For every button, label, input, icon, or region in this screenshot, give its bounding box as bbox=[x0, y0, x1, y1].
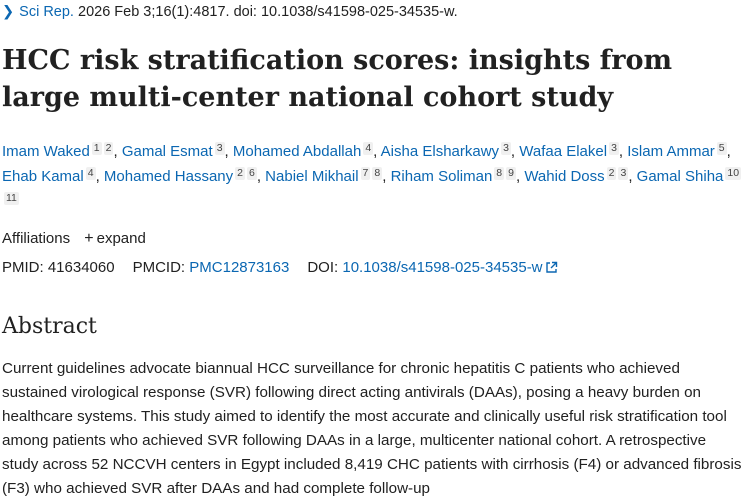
author-item: Mohamed Abdallah 4 bbox=[232, 142, 374, 160]
author-item: Ehab Kamal 4 bbox=[2, 167, 96, 185]
citation-details: 2026 Feb 3;16(1):4817. doi: 10.1038/s415… bbox=[78, 4, 458, 20]
author-item: Aisha Elsharkawy 3 bbox=[380, 142, 511, 160]
affiliation-ref[interactable]: 11 bbox=[4, 192, 19, 205]
affiliation-ref[interactable]: 2 bbox=[103, 142, 114, 155]
author-item: Imam Waked 1 2 bbox=[2, 142, 114, 160]
affiliation-ref[interactable]: 6 bbox=[246, 167, 257, 180]
author-link[interactable]: Wahid Doss bbox=[524, 168, 605, 185]
affiliation-ref[interactable]: 3 bbox=[501, 142, 511, 155]
author-link[interactable]: Gamal Esmat bbox=[121, 143, 213, 160]
affiliation-ref[interactable]: 2 bbox=[235, 167, 245, 180]
author-item: Gamal Esmat 3 bbox=[121, 142, 225, 160]
author-link[interactable]: Riham Soliman bbox=[390, 168, 493, 185]
doi-value: 10.1038/s41598-025-34535-w bbox=[342, 259, 543, 276]
pmid-value: 41634060 bbox=[47, 259, 115, 276]
author-link[interactable]: Gamal Shiha bbox=[636, 168, 724, 185]
affiliation-ref[interactable]: 8 bbox=[372, 167, 383, 180]
author-link[interactable]: Mohamed Abdallah bbox=[232, 143, 362, 160]
affiliation-ref[interactable]: 5 bbox=[716, 142, 727, 155]
affiliation-ref[interactable]: 4 bbox=[85, 167, 96, 180]
affiliation-ref[interactable]: 3 bbox=[214, 142, 225, 155]
article-title: HCC risk stratification scores: insights… bbox=[2, 45, 673, 113]
external-link-icon bbox=[545, 261, 557, 273]
affiliation-ref[interactable]: 1 bbox=[91, 142, 102, 155]
author-link[interactable]: Islam Ammar bbox=[627, 143, 715, 160]
expand-label: expand bbox=[96, 230, 146, 247]
affiliation-ref[interactable]: 9 bbox=[506, 167, 516, 180]
abstract-text: Current guidelines advocate biannual HCC… bbox=[2, 360, 742, 497]
author-item: Mohamed Hassany 2 6 bbox=[103, 167, 257, 185]
author-link[interactable]: Nabiel Mikhail bbox=[265, 168, 359, 185]
affiliation-ref[interactable]: 8 bbox=[494, 167, 505, 180]
author-link[interactable]: Aisha Elsharkawy bbox=[380, 143, 500, 160]
affiliations-row: Affiliations + expand bbox=[2, 230, 146, 248]
plus-icon: + bbox=[84, 230, 94, 247]
identifiers-row: PMID: 41634060 PMCID: PMC12873163 DOI: 10.… bbox=[2, 259, 558, 276]
author-link[interactable]: Wafaa Elakel bbox=[519, 143, 608, 160]
author-list: Imam Waked 1 2, Gamal Esmat 3, Mohamed Abda… bbox=[2, 139, 746, 214]
pmid-label: PMID: bbox=[2, 259, 44, 276]
author-link[interactable]: Ehab Kamal bbox=[2, 168, 84, 185]
journal-link[interactable]: Sci Rep. bbox=[19, 4, 74, 20]
pmcid-label: PMCID: bbox=[132, 259, 186, 276]
doi-link[interactable]: 10.1038/s41598-025-34535-w bbox=[342, 259, 557, 276]
chevron-right-icon: ❯ bbox=[2, 4, 15, 20]
author-item: Wahid Doss 2 3 bbox=[524, 167, 629, 185]
expand-toggle[interactable]: + expand bbox=[74, 230, 146, 247]
affiliation-ref[interactable]: 4 bbox=[363, 142, 374, 155]
citation-line: ❯ Sci Rep. 2026 Feb 3;16(1):4817. doi: 10… bbox=[2, 4, 458, 20]
abstract-heading: Abstract bbox=[2, 314, 97, 339]
author-link[interactable]: Mohamed Hassany bbox=[103, 168, 234, 185]
pmcid-link[interactable]: PMC12873163 bbox=[189, 259, 290, 276]
affiliation-ref[interactable]: 3 bbox=[609, 142, 619, 155]
affiliation-ref[interactable]: 2 bbox=[606, 167, 617, 180]
doi-label: DOI: bbox=[307, 259, 339, 276]
author-link[interactable]: Imam Waked bbox=[2, 143, 90, 160]
author-item: Gamal Shiha 10 11 bbox=[2, 167, 742, 210]
author-item: Islam Ammar 5 bbox=[627, 142, 727, 160]
affiliation-ref[interactable]: 7 bbox=[360, 167, 371, 180]
author-item: Wafaa Elakel 3 bbox=[519, 142, 619, 160]
affiliation-ref[interactable]: 10 bbox=[725, 167, 742, 180]
affiliations-label: Affiliations bbox=[2, 230, 71, 247]
affiliation-ref[interactable]: 3 bbox=[618, 167, 629, 180]
author-item: Nabiel Mikhail 7 8 bbox=[265, 167, 383, 185]
author-item: Riham Soliman 8 9 bbox=[390, 167, 516, 185]
